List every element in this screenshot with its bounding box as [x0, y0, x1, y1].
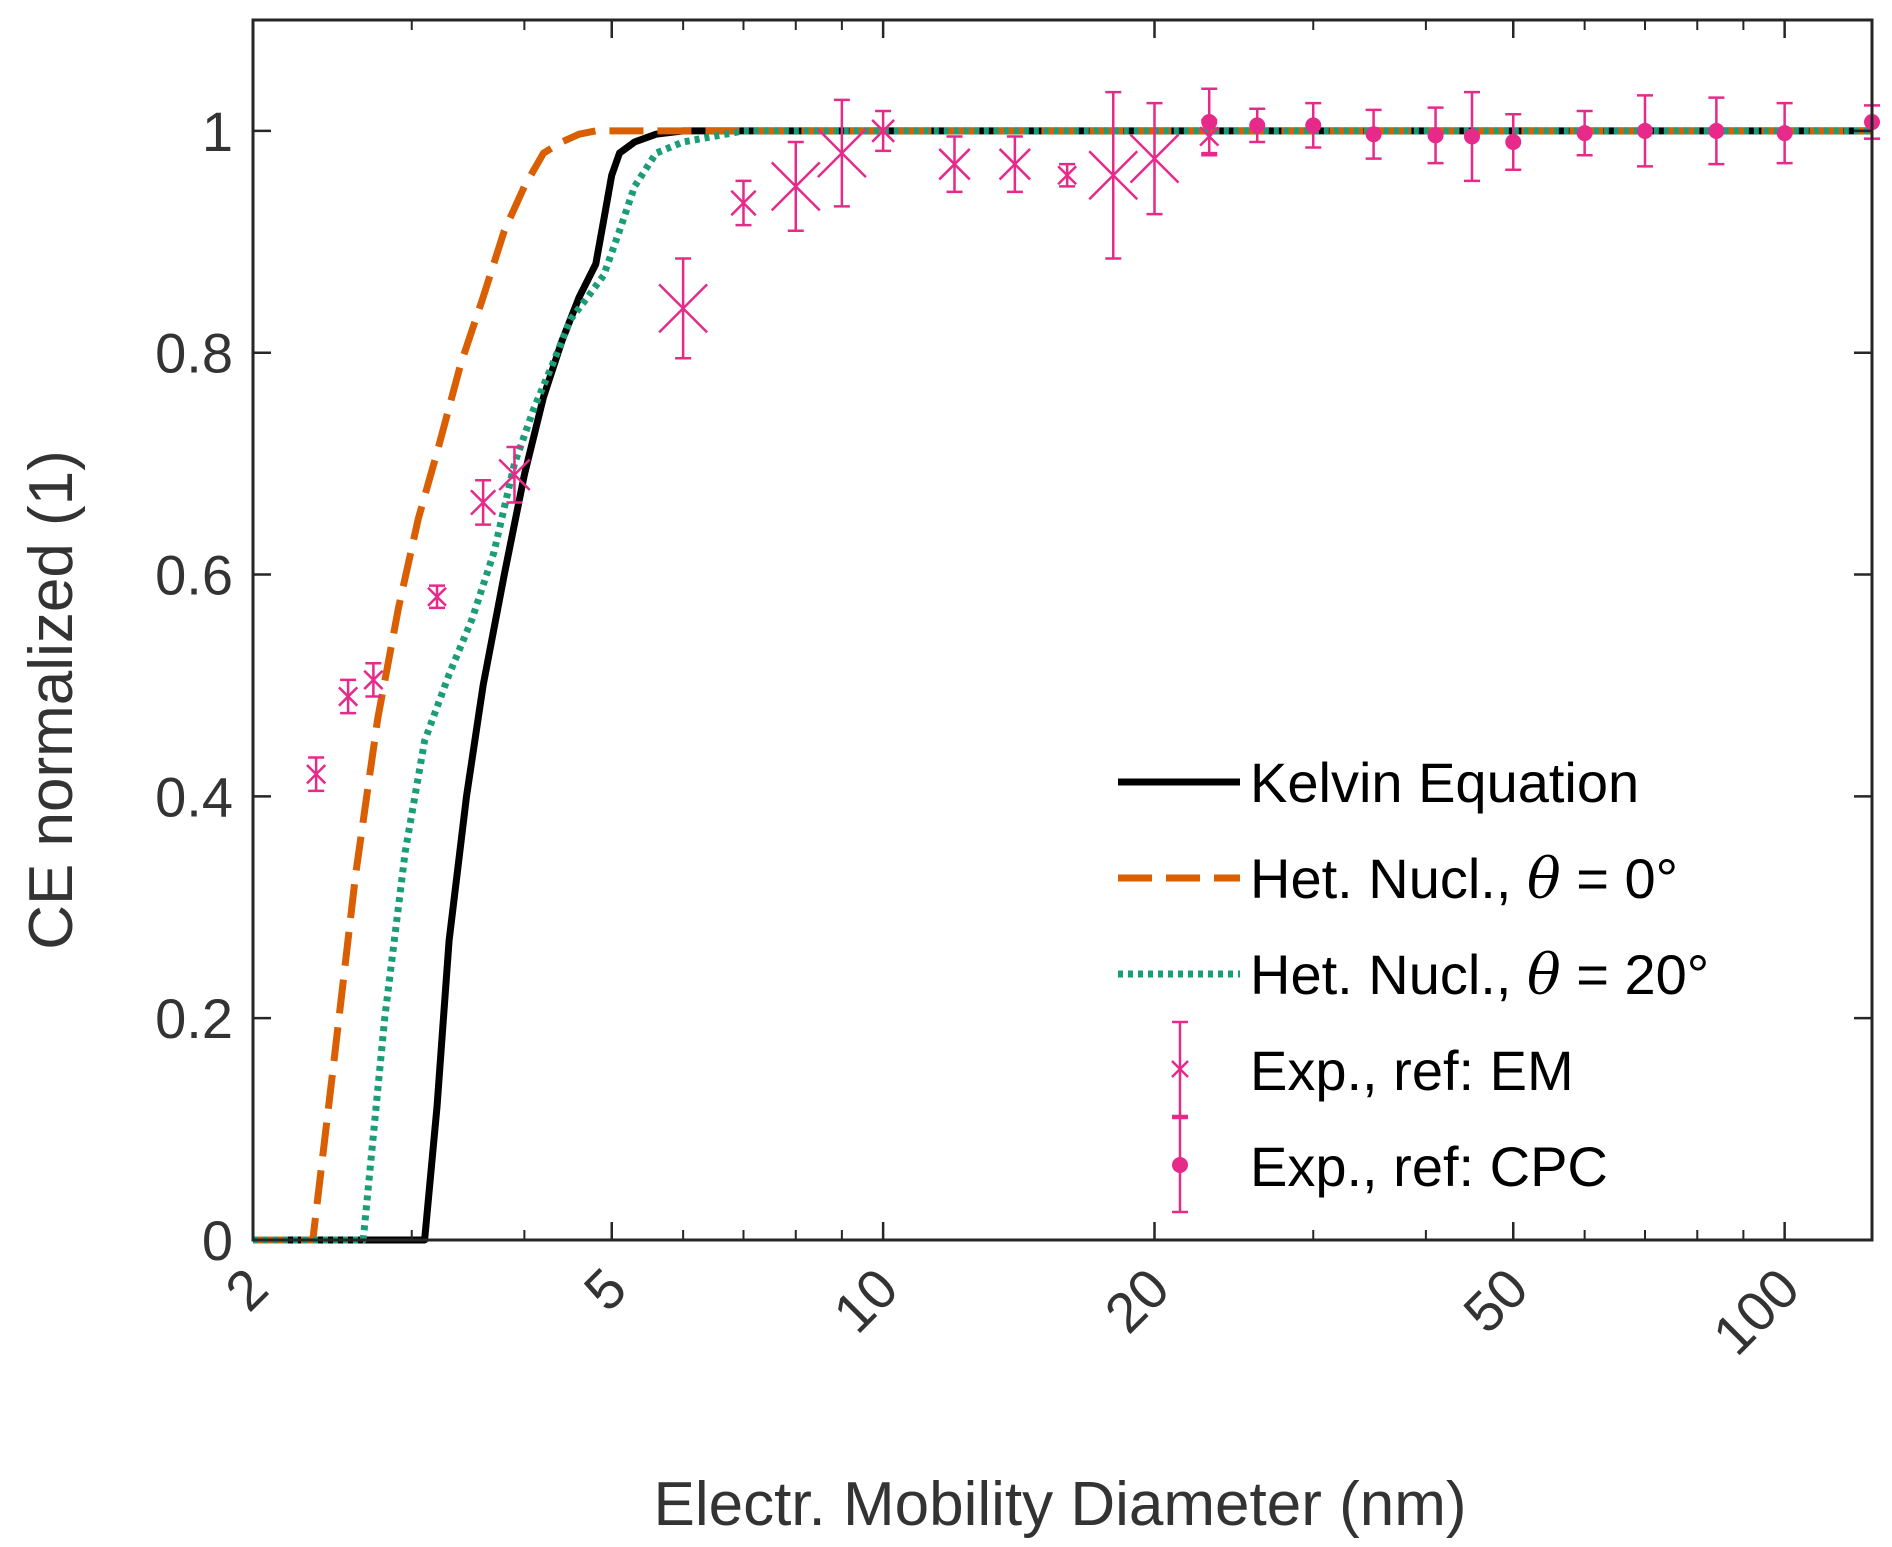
legend-het20-theta: θ: [1527, 943, 1561, 1008]
legend-cpc-swatch: [1172, 1116, 1188, 1214]
em-point-15: [1129, 101, 1180, 216]
y-tick-label: 0.6: [155, 544, 233, 607]
cpc-point-10: [1776, 101, 1793, 165]
y-tick-label: 0.8: [155, 322, 233, 385]
legend-em-label: Exp., ref: EM: [1250, 1039, 1574, 1102]
dot-marker: [1636, 122, 1653, 139]
axes: [251, 18, 1874, 1242]
y-tick-label: 0.4: [155, 765, 233, 828]
em-point-3: [427, 584, 447, 610]
x-marker-b: [306, 764, 327, 785]
y-tick-label: 0.2: [155, 987, 233, 1050]
x-axis-title: Electr. Mobility Diameter (nm): [653, 1470, 1466, 1539]
dot-marker: [1249, 117, 1266, 134]
em-point-4: [470, 479, 497, 526]
x-marker-b: [338, 686, 359, 707]
em-point-8: [770, 140, 821, 232]
em-point-10: [871, 109, 895, 153]
cpc-point-2: [1305, 101, 1322, 149]
legend-het0-prefix: Het. Nucl.,: [1250, 847, 1527, 910]
legend-em-text: Exp., ref: EM: [1250, 1039, 1574, 1102]
y-axis-title: CE normalized (1): [17, 450, 86, 950]
x-marker-b: [730, 189, 757, 217]
x-marker-b: [938, 148, 971, 181]
dot-marker: [1708, 122, 1725, 139]
y-tick-label: 1: [202, 100, 233, 163]
x-marker-b: [871, 119, 895, 143]
series-line-het-nucl-20: [253, 127, 1872, 1244]
x-marker-b: [1129, 133, 1180, 184]
cpc-point-8: [1636, 94, 1653, 168]
series-line-het-nucl-0: [253, 127, 1872, 1244]
x-marker-b: [498, 458, 531, 491]
legend-het0-label: Het. Nucl., θ = 0°: [1250, 847, 1678, 912]
x-marker-b: [363, 669, 384, 690]
dot-marker: [1576, 125, 1593, 142]
x-marker-b: [770, 161, 821, 212]
em-point-0: [306, 756, 327, 793]
legend-het20-label: Het. Nucl., θ = 20°: [1250, 943, 1709, 1008]
legend-cpc-label: Exp., ref: CPC: [1250, 1135, 1608, 1198]
dot-marker: [1464, 128, 1481, 145]
em-point-6: [658, 257, 709, 360]
x-marker-b: [658, 283, 709, 334]
x-marker-b: [427, 586, 447, 607]
y-tick-label: 0: [202, 1209, 233, 1272]
legend: Kelvin Equation Het. Nucl., θ = 0° Het. …: [1118, 751, 1709, 1214]
em-point-11: [938, 135, 971, 194]
cpc-point-6: [1505, 113, 1522, 171]
em-point-7: [730, 179, 757, 227]
dot-marker: [1776, 125, 1793, 142]
em-point-9: [816, 98, 867, 208]
dot-marker: [1365, 126, 1382, 143]
legend-het20-prefix: Het. Nucl.,: [1250, 943, 1527, 1006]
x-marker-b: [1057, 165, 1078, 186]
legend-het0-theta: θ: [1527, 847, 1561, 912]
axes-box: [251, 18, 1874, 1242]
x-marker-b: [1088, 150, 1139, 201]
legend-em-swatch: [1171, 1020, 1189, 1118]
em-point-2: [363, 662, 384, 698]
legend-kelvin-label: Kelvin Equation: [1250, 751, 1639, 814]
cpc-point-3: [1365, 108, 1382, 160]
dot-marker: [1505, 134, 1522, 150]
cpc-point-0: [1201, 87, 1218, 157]
em-point-14: [1088, 90, 1139, 260]
em-point-12: [998, 135, 1031, 194]
cpc-point-9: [1708, 96, 1725, 166]
legend-het0-suffix: = 0°: [1561, 847, 1678, 910]
x-marker-b: [998, 148, 1031, 181]
plot-points: [306, 87, 1880, 793]
dot-marker: [1427, 127, 1444, 144]
cpc-point-5: [1464, 90, 1481, 183]
x-marker-b: [816, 128, 867, 178]
legend-cpc-text: Exp., ref: CPC: [1250, 1135, 1608, 1198]
em-point-1: [338, 678, 359, 715]
legend-het20-suffix: = 20°: [1561, 943, 1710, 1006]
em-point-5: [498, 445, 531, 504]
legend-kelvin-text: Kelvin Equation: [1250, 751, 1639, 814]
dot-marker: [1201, 114, 1218, 131]
em-point-13: [1057, 162, 1078, 188]
cpc-point-1: [1249, 107, 1266, 144]
plot-lines: [253, 127, 1872, 1244]
dot-marker: [1305, 117, 1322, 134]
cpc-point-7: [1576, 109, 1593, 157]
x-marker-b: [470, 489, 497, 516]
cpc-point-4: [1427, 106, 1444, 165]
